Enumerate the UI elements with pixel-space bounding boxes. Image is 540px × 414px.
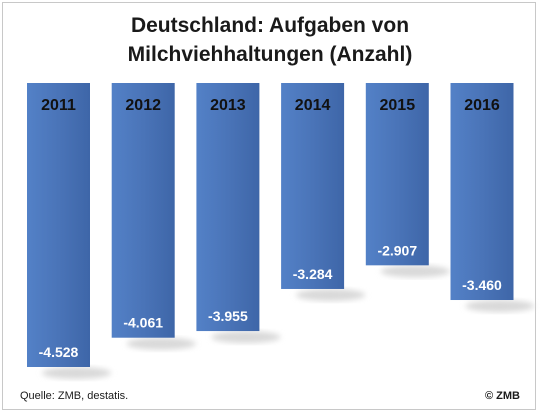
copyright-note: © ZMB [485,390,520,402]
category-label-2011: 2011 [41,97,76,114]
bar-2013 [196,83,260,332]
value-label-2013: -3.955 [208,308,248,324]
bar-shadow-2012 [126,337,196,350]
category-label-2016: 2016 [464,97,500,114]
category-labels: 2011 2012 2013 2014 2015 2016 [41,97,500,114]
bar-shadow-2014 [295,288,366,301]
bar-2015 [365,83,429,266]
category-label-2015: 2015 [380,97,416,114]
bar-shadow-2016 [465,300,535,313]
value-label-2014: -3.284 [293,266,333,282]
value-label-2015: -2.907 [377,242,417,258]
category-label-2012: 2012 [125,97,161,114]
source-note: Quelle: ZMB, destatis. [20,390,129,402]
chart-title-line-1: Deutschland: Aufgaben von [130,14,410,37]
bar-2012 [111,83,175,338]
chart-frame [2,2,536,410]
bars [27,83,514,367]
value-labels: -4.528 -4.061 -3.955 -3.284 -2.907 -3.460 [39,242,502,360]
bar-2011 [27,83,90,367]
bar-2016 [450,83,514,301]
bar-shadow-2015 [380,265,450,278]
chart-title-line-2: Milchviehhaltungen (Anzahl) [127,43,413,66]
category-label-2014: 2014 [295,97,331,114]
bar-2014 [281,83,345,289]
value-label-2016: -3.460 [462,277,502,293]
value-label-2012: -4.061 [123,315,163,331]
bar-shadow-2013 [211,331,281,344]
bar-shadow-2011 [41,367,112,379]
bar-shadows [41,265,535,379]
value-label-2011: -4.528 [39,344,79,360]
category-label-2013: 2013 [210,97,246,114]
